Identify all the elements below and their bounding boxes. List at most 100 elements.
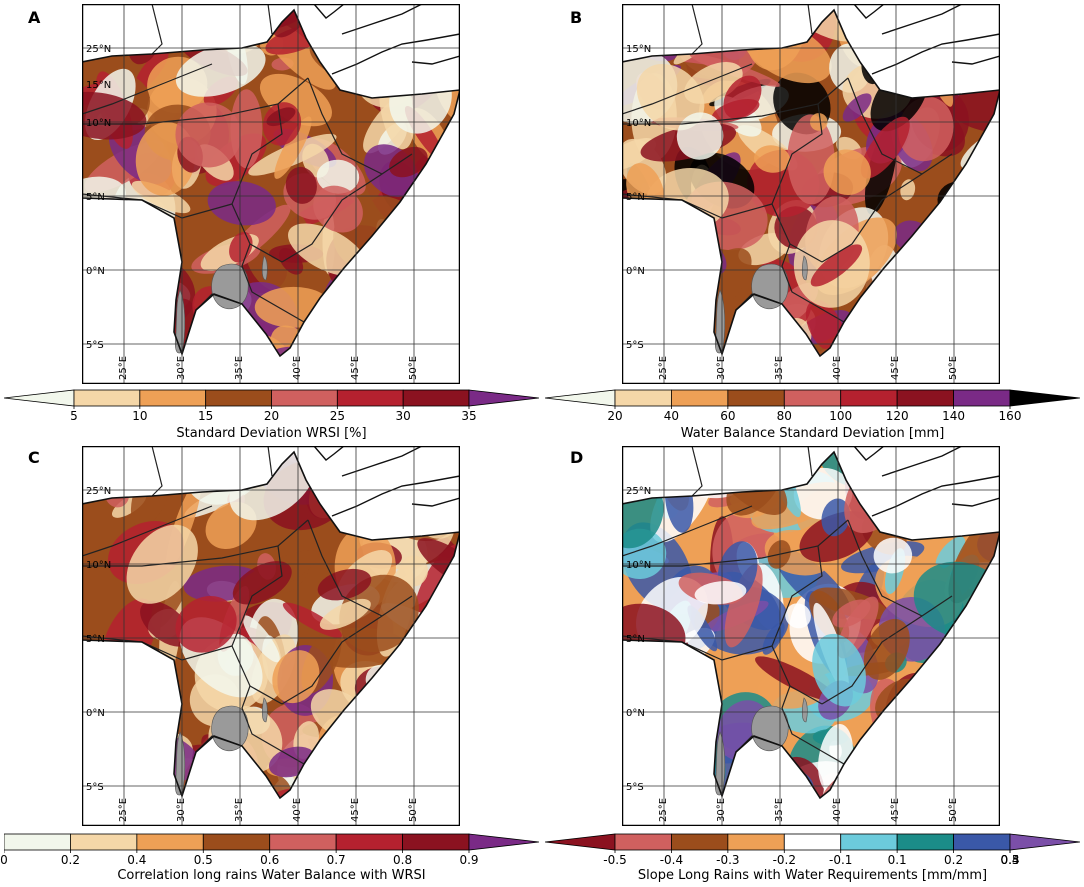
- panel-letter-c: C: [28, 448, 40, 467]
- data-blob: [266, 107, 296, 127]
- colorbar-svg: [4, 389, 539, 409]
- data-blob: [131, 180, 191, 214]
- data-blob: [175, 595, 237, 653]
- colorbar-extend-max: [1009, 833, 1080, 851]
- colorbar-segment: [953, 833, 1011, 851]
- colorbar-segment: [205, 389, 272, 407]
- lake-turkana: [261, 255, 268, 281]
- colorbar-segment: [727, 389, 785, 407]
- data-blob: [694, 581, 747, 605]
- colorbar-segment: [671, 389, 729, 407]
- colorbar-tick-label: -0.2: [772, 853, 796, 867]
- data-blob: [676, 112, 724, 160]
- colorbar-tick-label: 20: [263, 409, 280, 423]
- coastline: [951, 497, 1000, 507]
- lat-label: 0°N: [626, 266, 645, 277]
- lon-label: 25°E: [118, 798, 129, 822]
- lon-label: 50°E: [948, 798, 959, 822]
- lat-label: 5°S: [626, 340, 644, 351]
- country-border: [807, 446, 813, 477]
- colorbar-extend-max: [468, 389, 539, 407]
- colorbar-tick-label: 100: [829, 409, 853, 423]
- colorbar-segment: [783, 389, 842, 407]
- colorbar-tick-label: 15: [198, 409, 214, 423]
- country-border: [82, 519, 309, 567]
- data-blob: [900, 179, 916, 201]
- lat-label: 15°N: [626, 44, 651, 55]
- country-border: [281, 153, 413, 263]
- map-frame: [622, 446, 1000, 826]
- colorbar-segment: [614, 833, 672, 851]
- lat-label: 25°N: [86, 44, 111, 55]
- lake-victoria: [211, 705, 249, 752]
- data-blob: [389, 146, 428, 178]
- colorbar-extend-min: [4, 389, 75, 407]
- data-blob: [313, 185, 363, 233]
- data-blob: [821, 498, 851, 537]
- country-border: [307, 77, 383, 175]
- colorbar-a: Standard Deviation WRSI [%] 5 10 15 20 25 30 3…: [4, 388, 539, 444]
- lake-turkana: [801, 255, 808, 281]
- lon-label: 35°E: [234, 356, 245, 380]
- lon-label: 50°E: [408, 798, 419, 822]
- colorbar-d: Slope Long Rains with Water Requirements…: [545, 832, 1080, 887]
- coastline: [951, 55, 1000, 65]
- country-border: [82, 193, 233, 219]
- country-border: [622, 77, 849, 125]
- colorbar-a-label: Standard Deviation WRSI [%]: [176, 426, 367, 441]
- coastline: [411, 55, 460, 65]
- lon-label: 35°E: [234, 798, 245, 822]
- colorbar-extend-min: [545, 389, 616, 407]
- colorbar-tick-label: 0.7: [326, 853, 346, 867]
- country-border: [781, 243, 845, 323]
- colorbar-tick-label: -0.3: [716, 853, 740, 867]
- map-panel-b: 15°N 10°N 5°N 0°N 5°S 25°E 30°E 35°E 40°E 45°E 50°…: [622, 4, 1000, 384]
- lake-victoria: [211, 263, 249, 310]
- lon-label: 40°E: [292, 798, 303, 822]
- colorbar-c: Correlation long rains Water Balance wit…: [0, 832, 539, 887]
- colorbar-tick-label: 30: [395, 409, 411, 423]
- map-svg: 15°N 10°N 5°N 0°N 5°S 25°E 30°E 35°E 40°E 45°E 50°…: [622, 4, 1000, 384]
- lat-label: 10°N: [626, 560, 651, 571]
- data-blob: [175, 42, 266, 97]
- lon-label: 30°E: [716, 356, 727, 380]
- lon-label: 35°E: [774, 798, 785, 822]
- colorbar-tick-label: -0.1: [828, 853, 853, 867]
- country-border: [151, 4, 163, 55]
- colorbar-segment: [840, 389, 898, 407]
- lat-label: 10°N: [626, 118, 651, 129]
- colorbar-tick-label: 35: [461, 409, 477, 423]
- colorbar-tick-label: 0.2: [60, 853, 80, 867]
- colorbar-segment: [671, 833, 729, 851]
- data-blob: [842, 93, 872, 122]
- map-panel-c: 25°N 10°N 5°N 0°N 5°S 25°E 30°E 35°E 40°E 45°E 50°…: [82, 446, 460, 826]
- country-border: [771, 545, 823, 705]
- colorbar-svg: [4, 833, 539, 853]
- colorbar-segment: [269, 833, 337, 851]
- map-panel-d: 25°N 10°N 5°N 0°N 5°S 25°E 30°E 35°E 40°E 45°E 50°…: [622, 446, 1000, 826]
- lon-label: 30°E: [176, 798, 187, 822]
- country-border: [267, 446, 273, 477]
- country-border: [231, 545, 283, 705]
- lon-label: 30°E: [716, 798, 727, 822]
- data-blob: [812, 633, 866, 707]
- lake-victoria: [751, 705, 789, 752]
- lat-label: 5°N: [626, 192, 645, 203]
- coastline: [881, 4, 963, 35]
- map-svg: 25°N 15°N 10°N 5°N 0°N 5°S 25°E 30°E 35°E 40°E 45°…: [82, 4, 460, 384]
- land-outline: [622, 8, 1000, 358]
- colorbar-tick-label: 10: [132, 409, 148, 423]
- country-border: [622, 635, 773, 661]
- colorbar-extend-max: [1009, 389, 1080, 407]
- colorbar-tick-label: 0.4: [1000, 853, 1020, 867]
- data-blob: [251, 634, 296, 704]
- land-outline: [82, 8, 460, 358]
- country-border: [771, 103, 823, 263]
- lake-victoria: [751, 263, 789, 310]
- country-border: [691, 4, 703, 55]
- colorbar-segment: [70, 833, 138, 851]
- lat-label: 5°S: [86, 782, 104, 793]
- coastline: [411, 497, 460, 507]
- data-blob: [288, 223, 367, 277]
- panel-letter-b: B: [570, 8, 583, 27]
